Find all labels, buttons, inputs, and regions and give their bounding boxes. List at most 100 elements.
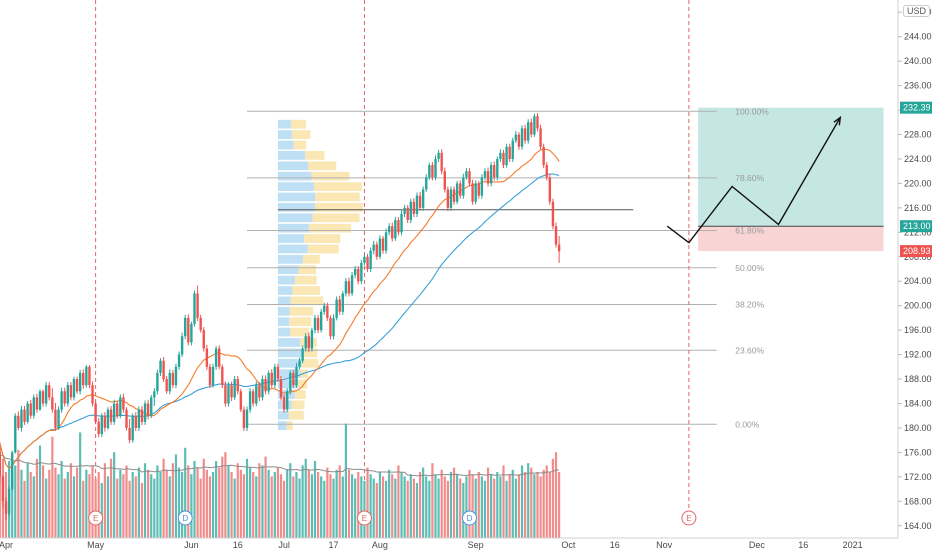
- candle-body: [329, 317, 332, 337]
- candle-body: [143, 403, 147, 422]
- candle-body: [536, 116, 539, 129]
- candle-body: [122, 397, 125, 410]
- volume-profile-up-bar: [277, 151, 306, 160]
- volume-bar: [38, 445, 42, 538]
- volume-profile-down-bar: [289, 317, 312, 327]
- volume-bar: [85, 469, 88, 538]
- volume-bar: [372, 478, 375, 538]
- event-marker-label: E: [686, 514, 691, 523]
- volume-bar: [542, 469, 545, 538]
- volume-bar: [255, 476, 258, 538]
- candle-body: [520, 128, 524, 147]
- candle-body: [180, 336, 184, 355]
- candle-body: [517, 134, 521, 147]
- volume-bar: [313, 461, 317, 538]
- volume-profile-up-bar: [277, 192, 316, 202]
- price-tick-label: 216.00: [904, 203, 932, 213]
- candle-body: [499, 152, 502, 159]
- volume-bar: [480, 476, 483, 538]
- entry-price-tag: [900, 220, 932, 233]
- volume-bar: [174, 454, 178, 538]
- volume-bar: [205, 469, 208, 538]
- candle-body: [205, 348, 209, 367]
- candle-body: [400, 213, 403, 233]
- candle-body: [66, 385, 69, 404]
- candle-body: [353, 269, 357, 276]
- candle-body: [273, 366, 277, 386]
- volume-bar: [443, 476, 446, 538]
- candle-body: [493, 165, 496, 178]
- last-price-tag-label: 208.93: [903, 246, 931, 256]
- earnings-marker: [681, 510, 697, 526]
- volume-bar: [177, 467, 181, 538]
- fib-level-label: 100.00%: [735, 106, 769, 116]
- volume-profile-up-bar: [277, 348, 302, 358]
- candle-body: [301, 348, 304, 361]
- candle-body: [208, 366, 212, 386]
- volume-profile-down-bar: [293, 140, 307, 150]
- volume-profile-down-bar: [291, 400, 305, 410]
- candle-body: [428, 165, 431, 178]
- candle-body: [533, 116, 536, 135]
- volume-profile-down-bar: [315, 192, 360, 202]
- volume-bar: [239, 469, 242, 538]
- candle-body: [332, 317, 335, 337]
- volume-bar: [403, 476, 406, 538]
- target-price-tag-label: 232.39: [903, 103, 931, 113]
- candle-body: [539, 128, 542, 147]
- volume-bar: [400, 472, 403, 538]
- candle-body: [292, 372, 295, 386]
- volume-bar: [181, 472, 184, 538]
- candle-body: [486, 171, 490, 184]
- volume-bar: [434, 474, 437, 538]
- candle-body: [279, 379, 283, 398]
- volume-bar: [57, 474, 60, 538]
- volume-bar: [199, 478, 202, 538]
- volume-bar: [440, 469, 443, 538]
- candle-body: [557, 244, 561, 252]
- volume-bar: [283, 480, 286, 538]
- volume-bar: [236, 463, 239, 538]
- price-tick-label: 184.00: [904, 399, 932, 409]
- time-tick-label: 16: [233, 540, 243, 550]
- volume-bar: [409, 474, 412, 538]
- volume-bar: [48, 469, 51, 538]
- volume-profile-down-bar: [301, 358, 319, 368]
- price-tick-label: 180.00: [904, 423, 932, 433]
- volume-bar: [452, 467, 456, 538]
- candle-body: [477, 183, 480, 196]
- candle-body: [97, 421, 100, 435]
- volume-bar: [517, 474, 521, 538]
- price-tick-label: 200.00: [904, 301, 932, 311]
- candle-body: [224, 385, 227, 404]
- volume-profile-down-bar: [290, 119, 306, 129]
- volume-bar: [304, 458, 307, 538]
- candle-body: [10, 452, 14, 490]
- price-tick-label: 196.00: [904, 325, 932, 335]
- fib-level-label: 0.00%: [735, 419, 760, 429]
- event-marker-label: E: [362, 514, 367, 523]
- currency-label[interactable]: USD: [903, 5, 931, 17]
- candle-body: [347, 281, 351, 294]
- volume-bar: [75, 467, 79, 538]
- candle-body: [54, 409, 57, 428]
- volume-bar: [35, 458, 38, 538]
- volume-profile-up-bar: [277, 182, 315, 191]
- candle-body: [551, 201, 555, 227]
- candle-body: [221, 366, 224, 386]
- volume-bar: [394, 478, 397, 538]
- candle-body: [455, 183, 459, 202]
- volume-bar: [276, 467, 280, 538]
- price-tick-label: 228.00: [904, 130, 932, 140]
- volume-profile-down-bar: [289, 306, 314, 316]
- candle-body: [146, 403, 150, 416]
- volume-profile-down-bar: [311, 171, 350, 181]
- time-tick-label: Aug: [372, 540, 388, 550]
- candle-body: [196, 293, 199, 318]
- candle-body: [360, 262, 363, 282]
- volume-profile-down-bar: [290, 296, 324, 306]
- volume-bar: [425, 476, 428, 538]
- volume-bar: [381, 476, 385, 538]
- volume-profile-up-bar: [277, 327, 290, 337]
